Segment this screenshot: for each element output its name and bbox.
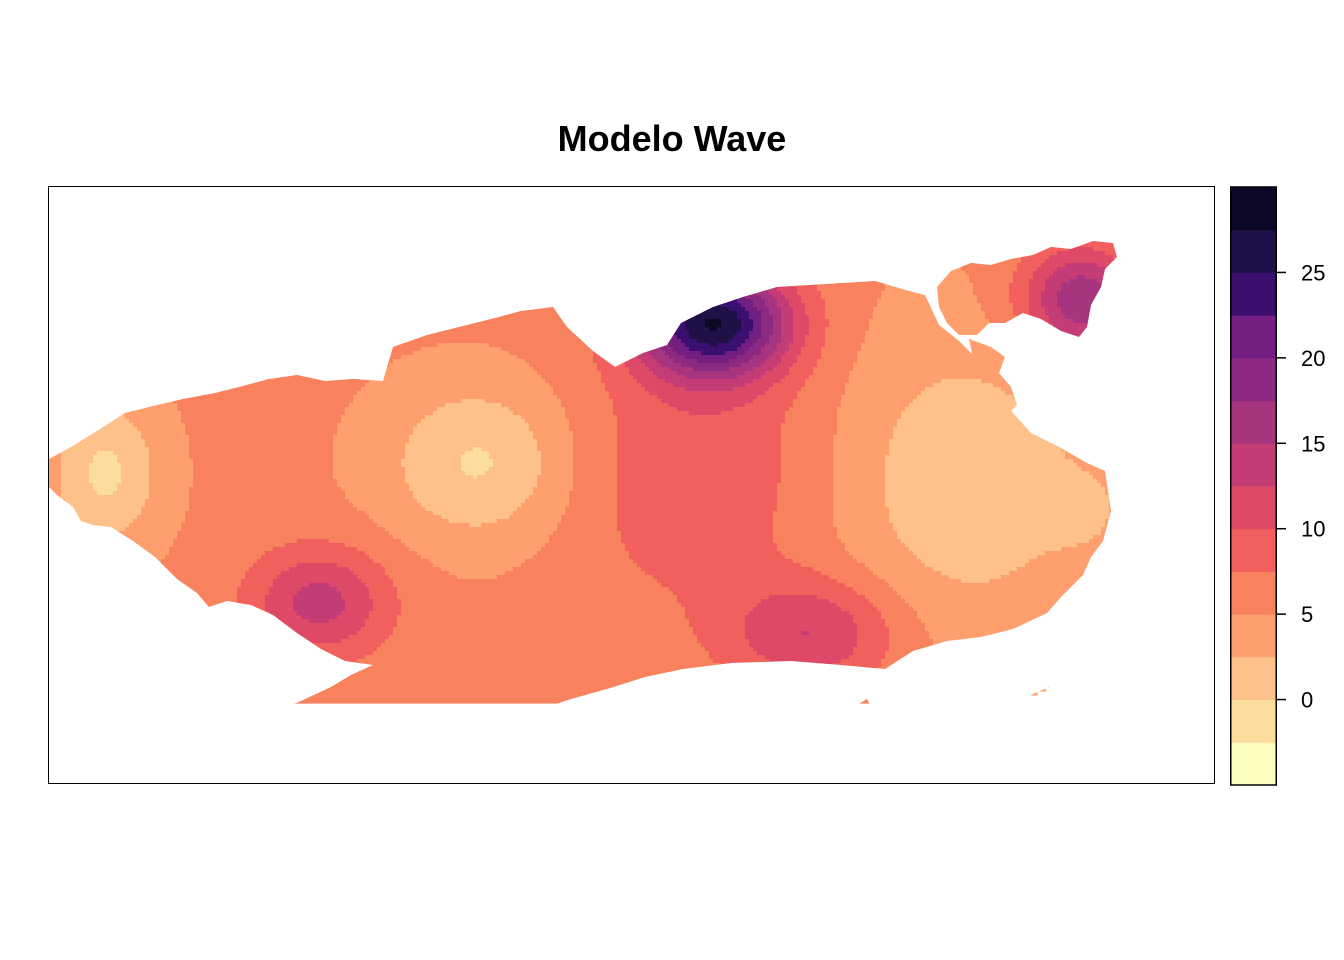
legend-swatch — [1230, 187, 1277, 231]
legend-tick-label: 5 — [1301, 602, 1313, 627]
legend-swatch — [1230, 614, 1277, 658]
map-panel — [48, 186, 1215, 784]
legend-swatch — [1230, 272, 1277, 316]
legend-swatch — [1230, 443, 1277, 487]
legend-colorbar: 0 5 10 15 20 25 — [1230, 186, 1325, 786]
legend-swatch — [1230, 400, 1277, 444]
map-title: Modelo Wave — [557, 118, 787, 159]
legend-tick-label: 0 — [1301, 688, 1313, 713]
legend-swatch — [1230, 571, 1277, 615]
legend-swatch — [1230, 486, 1277, 530]
legend-swatch — [1230, 315, 1277, 359]
legend-swatch — [1230, 229, 1277, 273]
legend-tick-label: 15 — [1301, 431, 1325, 456]
legend-swatch — [1230, 528, 1277, 572]
color-legend: 0 5 10 15 20 25 — [1230, 186, 1325, 786]
legend-swatch — [1230, 742, 1277, 786]
legend-swatch — [1230, 699, 1277, 743]
legend-tick-label: 20 — [1301, 346, 1325, 371]
legend-swatch — [1230, 357, 1277, 402]
interpolated-field — [49, 227, 1174, 704]
contour-map — [49, 227, 1174, 704]
legend-frame — [1230, 186, 1277, 786]
legend-tick-label: 25 — [1301, 260, 1325, 285]
legend-swatch — [1230, 656, 1277, 701]
legend-tick-label: 10 — [1301, 517, 1325, 542]
